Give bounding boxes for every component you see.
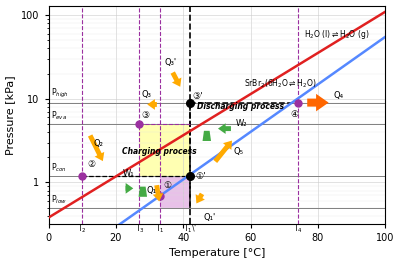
Text: T$_3$: T$_3$: [134, 223, 144, 235]
Text: ①': ①': [195, 172, 206, 181]
Y-axis label: Pressure [kPa]: Pressure [kPa]: [6, 75, 16, 154]
Text: T$_2$: T$_2$: [77, 223, 87, 235]
Text: ①: ①: [163, 181, 171, 190]
Text: T$_1$\': T$_1$\': [183, 223, 197, 235]
Text: Q₅: Q₅: [234, 148, 244, 157]
Polygon shape: [202, 131, 211, 141]
Text: W₂: W₂: [236, 119, 247, 128]
Text: Discharging process: Discharging process: [197, 102, 284, 111]
Text: Q₃: Q₃: [141, 89, 151, 98]
Text: Q₁: Q₁: [146, 186, 156, 195]
Text: P$_{high}$: P$_{high}$: [51, 87, 69, 101]
Bar: [160, 176, 190, 208]
Bar: [140, 124, 190, 176]
Text: ③': ③': [193, 92, 203, 101]
Text: Q₂: Q₂: [94, 139, 104, 148]
Text: Q₄: Q₄: [333, 91, 343, 100]
Text: P$_{con}$: P$_{con}$: [51, 161, 67, 174]
Text: Charging process: Charging process: [122, 147, 197, 156]
Text: Q₃': Q₃': [165, 58, 177, 68]
Text: T$_1$: T$_1$: [155, 223, 164, 235]
Text: P$_{low}$: P$_{low}$: [51, 193, 67, 206]
Text: ③: ③: [141, 111, 149, 120]
Text: ④: ④: [290, 110, 298, 119]
Text: H$_2$O (l)$\rightleftharpoons$H$_2$O (g): H$_2$O (l)$\rightleftharpoons$H$_2$O (g): [304, 28, 370, 41]
Text: ②: ②: [87, 161, 95, 169]
Text: T$_4$: T$_4$: [293, 223, 303, 235]
Text: Q₁': Q₁': [204, 213, 216, 221]
Text: SrBr$_2$(6H$_2$O$\rightleftharpoons$H$_2$O): SrBr$_2$(6H$_2$O$\rightleftharpoons$H$_2…: [244, 78, 316, 90]
Text: P$_{eva}$: P$_{eva}$: [51, 109, 67, 122]
Polygon shape: [138, 187, 147, 197]
Text: W₁: W₁: [122, 169, 134, 178]
X-axis label: Temperature [°C]: Temperature [°C]: [169, 248, 265, 258]
